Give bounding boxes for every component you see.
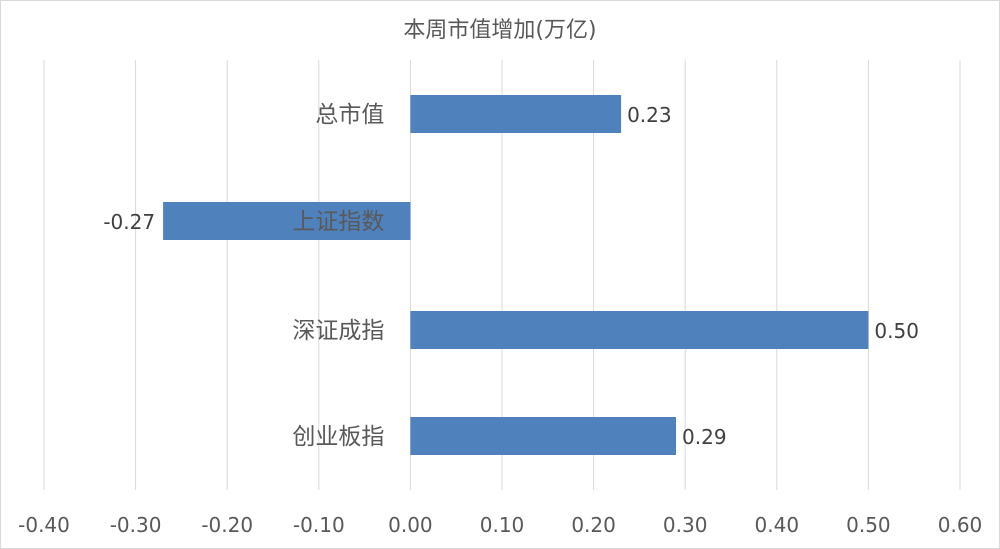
x-tick-label: 0.40 [755, 513, 800, 537]
data-label: 0.29 [682, 425, 727, 449]
bar [410, 95, 622, 133]
x-tick-label: -0.40 [18, 513, 70, 537]
data-label: -0.27 [103, 210, 155, 234]
category-label: 总市值 [315, 102, 384, 128]
x-axis-tick-labels: -0.40 -0.30 -0.20 -0.10 0.00 0.10 0.20 0.30 0.40… [18, 513, 982, 537]
data-label: 0.50 [874, 319, 919, 343]
x-tick-label: 0.10 [480, 513, 525, 537]
category-label: 深证成指 [292, 318, 384, 344]
x-tick-label: -0.20 [201, 513, 253, 537]
x-tick-label: -0.30 [110, 513, 162, 537]
bar [410, 417, 677, 455]
bars [163, 95, 869, 455]
data-label: 0.23 [627, 103, 672, 127]
bar [410, 311, 869, 349]
x-tick-label: 0.30 [663, 513, 708, 537]
x-tick-label: -0.10 [293, 513, 345, 537]
x-tick-label: 0.50 [846, 513, 891, 537]
x-tick-label: 0.20 [571, 513, 616, 537]
bar [163, 202, 411, 240]
category-label: 创业板指 [292, 424, 384, 450]
x-tick-label: 0.60 [938, 513, 983, 537]
data-labels: 0.23 -0.27 0.50 0.29 [103, 103, 919, 449]
chart-title: 本周市值增加(万亿) [403, 18, 597, 43]
category-label: 上证指数 [292, 209, 384, 235]
x-tick-label: 0.00 [388, 513, 433, 537]
